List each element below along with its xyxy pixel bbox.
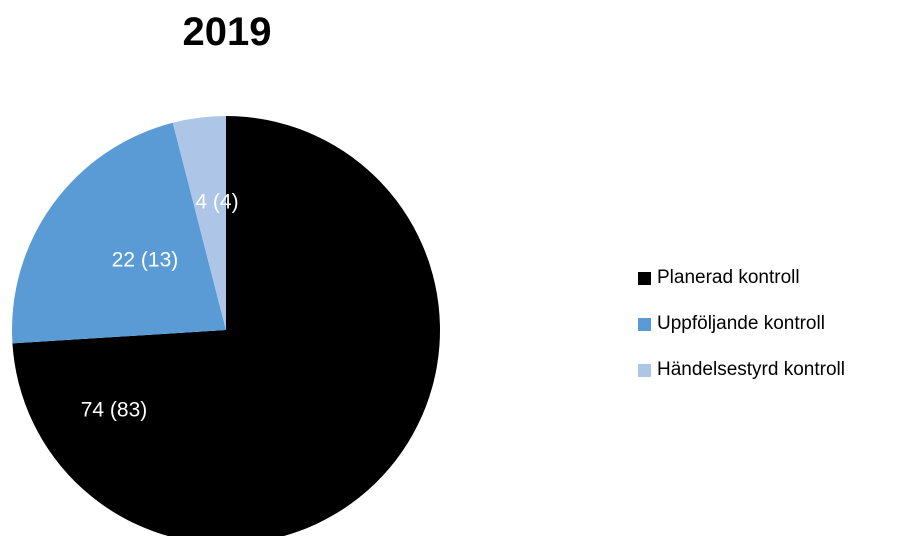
legend-swatch-handelsestyrd	[638, 363, 651, 377]
legend-item-planerad: Planerad kontroll	[638, 266, 845, 290]
legend-item-uppfoljande: Uppföljande kontroll	[638, 312, 845, 336]
legend-item-handelsestyrd: Händelsestyrd kontroll	[638, 358, 845, 382]
legend-label-uppfoljande: Uppföljande kontroll	[657, 313, 825, 334]
pie-slice-handelsestyrd	[172, 116, 226, 330]
pie-slice-planerad	[12, 116, 440, 536]
data-label-planerad: 74 (83)	[81, 399, 148, 422]
pie-slice-uppfoljande	[11, 122, 226, 344]
chart-title: 2019	[182, 10, 272, 54]
legend-swatch-planerad	[638, 271, 651, 285]
data-label-handelsestyrd: 4 (4)	[195, 191, 238, 214]
data-label-uppfoljande: 22 (13)	[112, 249, 179, 272]
legend-label-planerad: Planerad kontroll	[657, 267, 800, 288]
legend: Planerad kontroll Uppföljande kontroll H…	[638, 266, 845, 404]
legend-label-handelsestyrd: Händelsestyrd kontroll	[657, 359, 845, 380]
legend-swatch-uppfoljande	[638, 317, 651, 331]
